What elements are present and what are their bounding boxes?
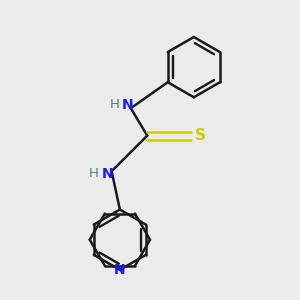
Text: N: N bbox=[102, 167, 113, 181]
Text: S: S bbox=[195, 128, 206, 143]
Text: N: N bbox=[114, 263, 126, 277]
Text: N: N bbox=[122, 98, 133, 112]
Text: H: H bbox=[110, 98, 119, 111]
Text: H: H bbox=[89, 167, 99, 181]
